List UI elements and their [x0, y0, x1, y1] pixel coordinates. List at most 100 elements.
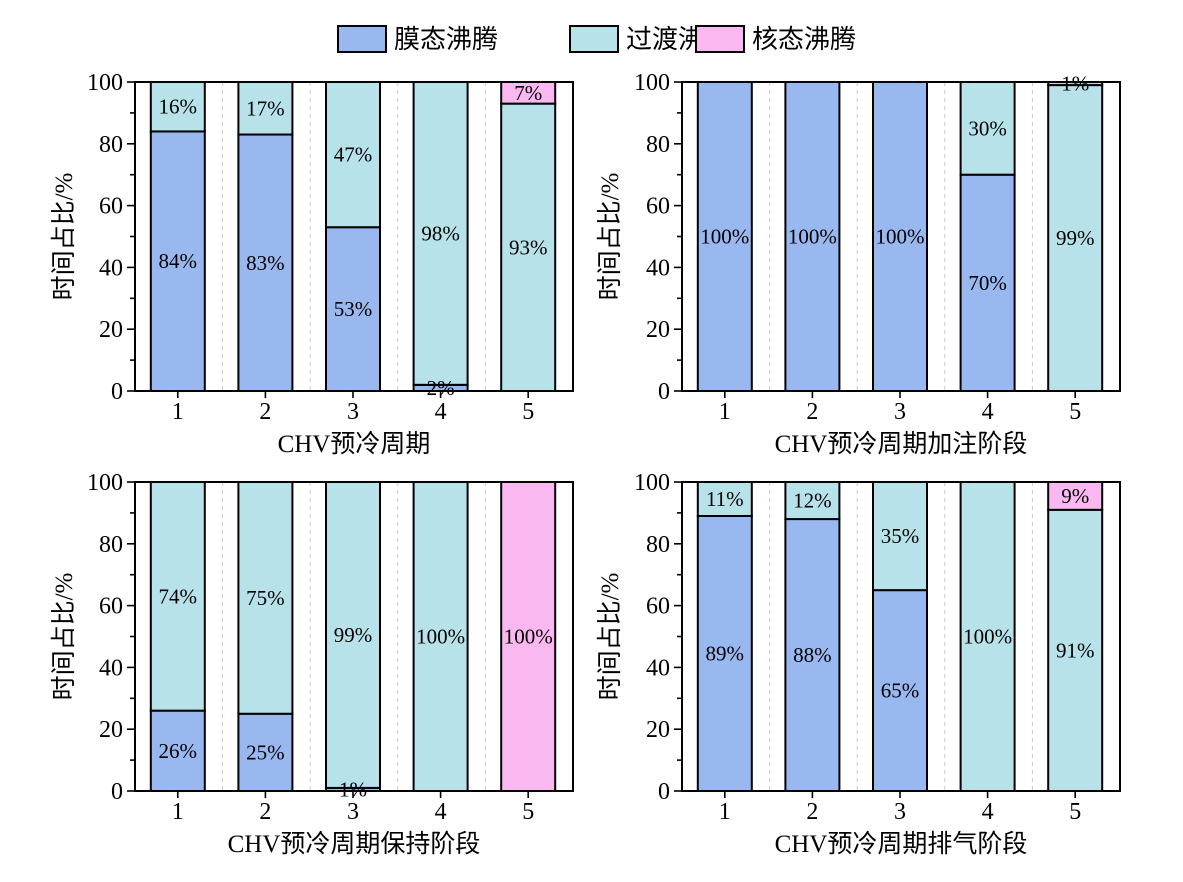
data-label-1-1-1: 84%: [159, 249, 198, 273]
data-label-1-1-2: 16%: [159, 95, 198, 119]
y-tick-label: 100: [634, 470, 670, 496]
data-label-4-4-2: 100%: [963, 625, 1012, 649]
legend-swatch-3: [695, 25, 745, 53]
data-label-3-3-2: 99%: [334, 623, 373, 647]
data-label-2-5-2: 99%: [1056, 226, 1095, 250]
legend: 膜态沸腾 过渡沸腾 核态沸腾: [337, 25, 856, 54]
x-tick-label: 4: [435, 799, 447, 825]
data-label-1-4-2: 98%: [421, 221, 460, 245]
y-tick-label: 20: [99, 317, 123, 343]
data-label-2-1-1: 100%: [700, 225, 749, 249]
y-tick-label: 80: [99, 132, 123, 158]
y-axis-title: 时间占比/%: [596, 173, 624, 301]
y-tick-label: 20: [646, 717, 670, 743]
x-tick-label: 2: [806, 799, 818, 825]
data-label-1-3-1: 53%: [334, 297, 373, 321]
legend-label-1: 膜态沸腾: [394, 25, 498, 54]
data-label-2-3-1: 100%: [876, 225, 925, 249]
y-tick-label: 60: [646, 194, 670, 220]
bar-segment-1-3-2: [325, 81, 381, 229]
data-label-4-3-2: 35%: [881, 524, 920, 548]
x-axis-title: CHV预冷周期: [278, 430, 431, 458]
bar-segment-4-3-2: [872, 481, 928, 592]
data-label-2-5-3: 1%: [1061, 72, 1089, 96]
data-label-3-1-2: 74%: [159, 584, 198, 608]
x-tick-label: 2: [259, 799, 271, 825]
legend-swatch-2: [569, 25, 619, 53]
bar-segment-4-5-2: [1047, 508, 1104, 792]
data-label-4-3-1: 65%: [881, 679, 920, 703]
data-label-2-4-2: 30%: [968, 116, 1007, 140]
data-label-3-4-2: 100%: [416, 625, 465, 649]
data-label-3-1-1: 26%: [159, 739, 198, 763]
bar-segment-1-2-1: [237, 133, 294, 392]
y-tick-label: 40: [99, 655, 123, 681]
x-tick-label: 2: [806, 399, 818, 425]
y-tick-label: 0: [111, 379, 123, 405]
y-tick-label: 100: [87, 70, 123, 96]
data-label-1-2-2: 17%: [246, 96, 285, 120]
data-label-4-1-1: 89%: [706, 641, 745, 665]
bar-segment-4-2-2: [784, 481, 841, 521]
x-tick-label: 3: [894, 799, 906, 825]
x-tick-label: 3: [894, 399, 906, 425]
bar-segment-4-2-1: [784, 518, 841, 793]
bar-segment-1-2-2: [237, 81, 294, 136]
x-tick-label: 2: [259, 399, 271, 425]
y-tick-label: 80: [99, 532, 123, 558]
x-tick-label: 1: [719, 799, 731, 825]
bar-segment-1-4-2: [412, 81, 469, 386]
bar-segment-1-3-1: [325, 226, 381, 392]
bar-segment-1-5-2: [500, 102, 557, 392]
chart-panel-4: 89% 11% 88% 12% 65% 35% 100% 91% 9% 0 20 40 60 80 100 1…: [596, 470, 1121, 858]
bar-segment-3-1-2: [149, 481, 206, 712]
bar-segment-2-5-2: [1047, 84, 1104, 392]
bar-segment-3-2-2: [237, 481, 294, 715]
y-tick-label: 40: [646, 655, 670, 681]
x-tick-label: 1: [172, 799, 184, 825]
data-label-4-5-3: 9%: [1061, 484, 1089, 508]
x-axis-title: CHV预冷周期保持阶段: [228, 830, 481, 858]
y-axis-title: 时间占比/%: [596, 573, 624, 701]
y-tick-label: 100: [634, 70, 670, 96]
y-axis-title: 时间占比/%: [50, 573, 78, 701]
x-tick-label: 1: [719, 399, 731, 425]
data-label-1-5-3: 7%: [514, 81, 542, 105]
data-label-4-1-2: 11%: [706, 487, 744, 511]
bar-segment-4-4-2: [959, 481, 1016, 792]
x-axis-title: CHV预冷周期加注阶段: [775, 430, 1028, 458]
y-tick-label: 0: [658, 779, 670, 805]
x-tick-label: 4: [435, 399, 447, 425]
y-tick-label: 0: [111, 779, 123, 805]
x-tick-label: 3: [347, 399, 359, 425]
data-label-2-2-1: 100%: [788, 225, 837, 249]
chart-panel-1: 84%16%83%17%53%47%2%98%93%7%020406080100…: [50, 70, 574, 458]
x-tick-label: 5: [1069, 799, 1081, 825]
chart-panels: 84%16%83%17%53%47%2%98%93%7%020406080100…: [50, 70, 1121, 858]
x-tick-label: 1: [172, 399, 184, 425]
x-tick-label: 5: [1069, 399, 1081, 425]
legend-swatch-1: [337, 25, 387, 53]
y-axis-title: 时间占比/%: [50, 173, 78, 301]
y-tick-label: 60: [99, 594, 123, 620]
data-label-3-2-2: 75%: [246, 586, 285, 610]
data-label-4-2-1: 88%: [793, 643, 832, 667]
bar-segment-1-1-2: [149, 81, 206, 133]
data-label-1-5-2: 93%: [509, 235, 548, 259]
x-tick-label: 5: [522, 799, 534, 825]
y-tick-label: 60: [646, 594, 670, 620]
y-tick-label: 100: [87, 470, 123, 496]
y-tick-label: 80: [646, 532, 670, 558]
y-tick-label: 40: [99, 255, 123, 281]
data-label-1-2-1: 83%: [246, 251, 285, 275]
x-tick-label: 3: [347, 799, 359, 825]
y-tick-label: 60: [99, 194, 123, 220]
legend-label-3: 核态沸腾: [752, 25, 856, 54]
x-tick-label: 4: [982, 799, 994, 825]
y-tick-label: 20: [646, 317, 670, 343]
y-tick-label: 80: [646, 132, 670, 158]
x-axis-title: CHV预冷周期排气阶段: [775, 830, 1028, 858]
data-label-1-3-2: 47%: [334, 143, 373, 167]
